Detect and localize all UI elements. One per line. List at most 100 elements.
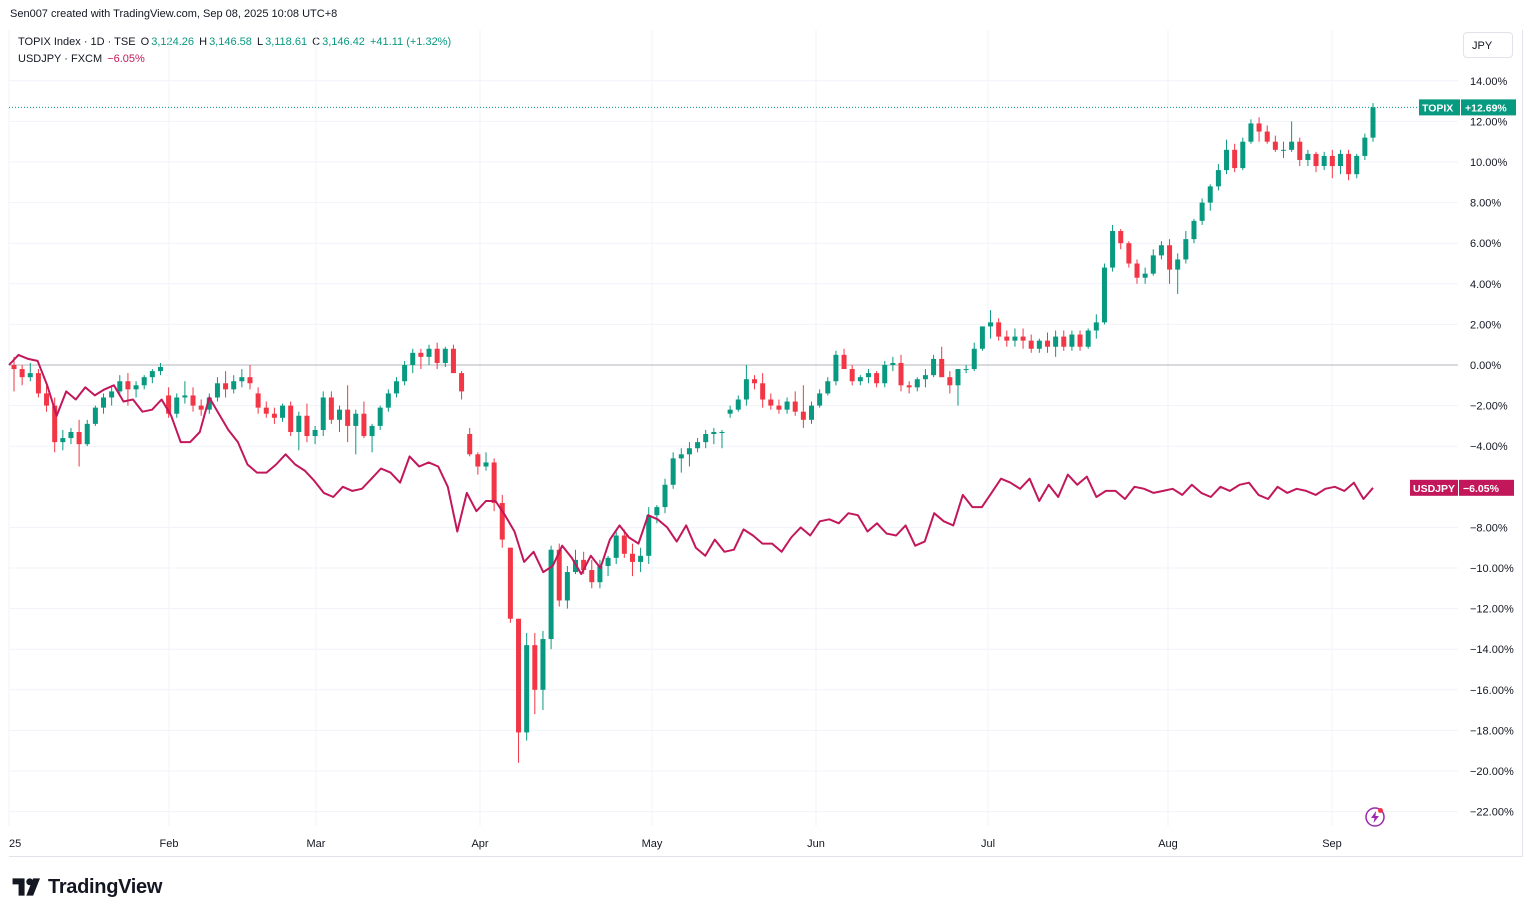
- usdjpy-line: [8, 353, 1374, 576]
- y-tick-label: −20.00%: [1470, 766, 1514, 778]
- candle-body: [1126, 243, 1132, 264]
- candle-body: [1158, 245, 1164, 256]
- candle-body: [296, 415, 302, 432]
- candle-body: [60, 438, 66, 443]
- candle-body: [817, 393, 823, 406]
- tradingview-logo-icon: [12, 878, 40, 896]
- candle-body: [922, 375, 928, 380]
- candle-body: [206, 397, 212, 410]
- candle-body: [133, 385, 139, 390]
- legend-close: 3,146.42: [322, 36, 365, 48]
- candle-body: [1289, 141, 1295, 150]
- candle-body: [792, 401, 798, 412]
- candle-body: [345, 409, 351, 426]
- candle-body: [166, 395, 172, 414]
- price-badge-value: −6.05%: [1463, 483, 1500, 495]
- candle-body: [979, 326, 985, 349]
- candle-body: [890, 362, 896, 365]
- y-tick-label: 2.00%: [1470, 319, 1501, 331]
- candle-body: [1061, 336, 1067, 347]
- candle-body: [882, 365, 888, 384]
- candle-body: [255, 393, 261, 408]
- candle-body: [1280, 149, 1286, 151]
- candle-body: [841, 354, 847, 370]
- candle-body: [1224, 149, 1230, 171]
- candle-body: [1297, 141, 1303, 160]
- candle-body: [686, 448, 692, 455]
- candle-body: [1232, 149, 1238, 169]
- candle-body: [35, 373, 41, 394]
- candle-body: [507, 547, 513, 619]
- legend-change: +41.11 (+1.32%): [370, 36, 452, 48]
- candle-body: [84, 423, 90, 445]
- candle-body: [101, 397, 107, 408]
- legend-compare-change: −6.05%: [107, 53, 145, 65]
- candle-body: [752, 379, 758, 384]
- y-tick-label: 0.00%: [1470, 360, 1501, 372]
- candle-body: [1020, 336, 1026, 341]
- brand[interactable]: TradingView: [12, 875, 162, 899]
- candle-body: [727, 409, 733, 414]
- candle-body: [1093, 322, 1099, 331]
- candle-body: [1150, 255, 1156, 274]
- candle-body: [182, 395, 188, 398]
- candle-body: [109, 391, 115, 398]
- legend-high: 3,146.58: [209, 36, 252, 48]
- candle-body: [426, 348, 432, 357]
- candle-body: [629, 553, 635, 562]
- flash-icon[interactable]: [1364, 806, 1386, 828]
- candle-body: [1175, 259, 1181, 270]
- candle-body: [955, 369, 961, 386]
- candle-body: [874, 373, 880, 384]
- y-tick-label: −16.00%: [1470, 685, 1514, 697]
- x-tick-label: Jun: [807, 838, 825, 850]
- price-badge-name-bg: [1410, 479, 1458, 496]
- legend-high-label: H: [199, 36, 208, 48]
- candle-body: [418, 352, 424, 357]
- y-tick-label: 8.00%: [1470, 198, 1501, 210]
- candle-body: [996, 322, 1002, 337]
- candle-body: [1272, 141, 1278, 150]
- y-tick-label: −2.00%: [1470, 401, 1508, 413]
- candle-body: [971, 348, 977, 370]
- candle-body: [19, 369, 25, 378]
- x-tick-label: Jul: [981, 838, 995, 850]
- candle-body: [459, 373, 465, 392]
- candle-body: [76, 431, 82, 445]
- candle-body: [1183, 239, 1189, 260]
- x-tick-label: Feb: [160, 838, 179, 850]
- candle-body: [1256, 123, 1262, 132]
- candle-body: [328, 397, 334, 420]
- candle-body: [239, 377, 245, 382]
- candle-body: [939, 358, 945, 378]
- price-badge-value-bg: [1461, 99, 1516, 116]
- candle-body: [613, 535, 619, 558]
- legend-compare[interactable]: USDJPY · FXCM −6.05%: [18, 53, 147, 65]
- candle-body: [662, 484, 668, 508]
- candle-body: [695, 442, 701, 449]
- candle-body: [808, 405, 814, 420]
- x-tick-label: Apr: [471, 838, 488, 850]
- chart-frame: [9, 30, 1523, 857]
- candle-body: [540, 639, 546, 690]
- candle-body: [865, 373, 871, 378]
- candle-body: [1329, 155, 1335, 167]
- candle-body: [1077, 334, 1083, 347]
- y-tick-label: −8.00%: [1470, 522, 1508, 534]
- candle-body: [605, 557, 611, 566]
- candle-body: [784, 401, 790, 410]
- legend-open: 3,124.26: [151, 36, 195, 48]
- currency-button[interactable]: JPY: [1463, 32, 1513, 58]
- legend-main[interactable]: TOPIX Index · 1D · TSE O 3,124.26 H 3,146.…: [18, 36, 453, 48]
- price-badge-name: USDJPY: [1413, 483, 1455, 495]
- x-tick-label: May: [642, 838, 663, 850]
- candle-body: [760, 383, 766, 400]
- candle-body: [548, 549, 554, 640]
- candle-body: [1036, 340, 1042, 349]
- candle-body: [1101, 267, 1107, 323]
- candle-body: [743, 379, 749, 400]
- candle-body: [11, 365, 17, 370]
- candle-body: [532, 645, 538, 690]
- candle-body: [589, 570, 595, 583]
